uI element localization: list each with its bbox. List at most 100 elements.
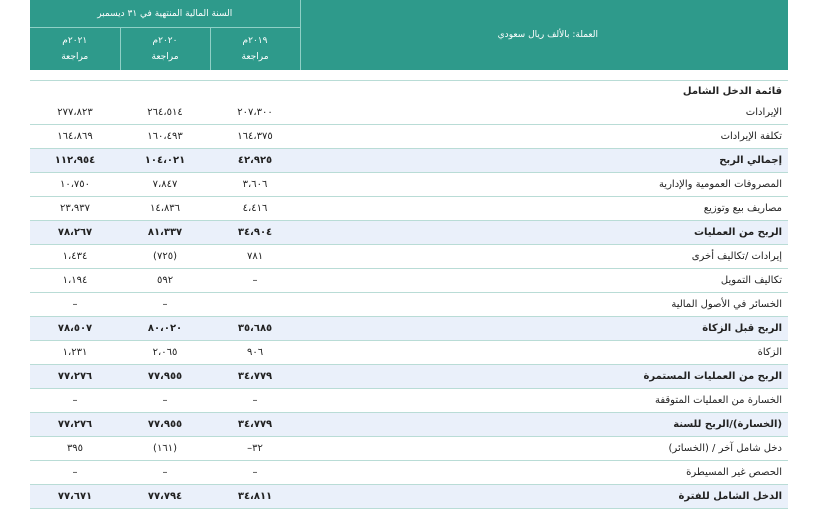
value-2019: ٣٤،٧٧٩ — [210, 364, 301, 389]
table-row: إجمالي الربح ٤٢،٩٢٥ ١٠٤،٠٢١ ١١٢،٩٥٤ — [30, 148, 789, 173]
row-label: الربح من العمليات المستمرة — [300, 364, 789, 389]
value-2019: ٣٤،٧٧٩ — [210, 412, 301, 437]
row-label: الحصص غير المسيطرة — [300, 460, 789, 485]
value-2019: ١٦٤،٣٧٥ — [210, 124, 301, 149]
value-2019: ٣٤،٨١١ — [210, 484, 301, 509]
value-2021: ١،١٩٤ — [30, 268, 121, 293]
value-2021: ١١٢،٩٥٤ — [30, 148, 121, 173]
value-2019: ٩٠٦ — [210, 340, 301, 365]
value-2021: ١٠،٧٥٠ — [30, 172, 121, 197]
value-2019: ٣،٦٠٦ — [210, 172, 301, 197]
table-row: الخسائر في الأصول المالية – – — [30, 292, 789, 317]
table-row: الربح من العمليات المستمرة ٣٤،٧٧٩ ٧٧،٩٥٥ ٧٧… — [30, 364, 789, 389]
value-2019: – — [210, 268, 301, 293]
table-row: الدخل الشامل للفترة ٣٤،٨١١ ٧٧،٧٩٤ ٧٧،٦٧١ — [30, 484, 789, 509]
value-2020: (١٦١) — [120, 436, 211, 461]
year-label: ٢٠٢١م — [62, 36, 88, 46]
value-2021: ١،٢٣١ — [30, 340, 121, 365]
value-2020: ١٠٤،٠٢١ — [120, 148, 211, 173]
year-header-2019: ٢٠١٩م مراجعة — [209, 27, 301, 70]
row-label: تكلفة الإيرادات — [300, 124, 789, 149]
value-2021: – — [30, 388, 121, 413]
table-row: الربح من العمليات ٣٤،٩٠٤ ٨١،٣٣٧ ٧٨،٢٦٧ — [30, 220, 789, 245]
row-label: الخسائر في الأصول المالية — [300, 292, 789, 317]
value-2019: ٧٨١ — [210, 244, 301, 269]
value-2020: ٥٩٢ — [120, 268, 211, 293]
currency-label: العملة: بالألف ريال سعودي — [299, 0, 789, 70]
table-row: دخل شامل آخر / (الخسائر) ٣٢– (١٦١) ٣٩٥ — [30, 436, 789, 461]
row-label: الربح قبل الزكاة — [300, 316, 789, 341]
value-2019: – — [210, 388, 301, 413]
table-row: الخسارة من العمليات المتوقفة – – – — [30, 388, 789, 413]
section-title: قائمة الدخل الشامل — [682, 85, 783, 97]
value-2020: ٧٧،٩٥٥ — [120, 364, 211, 389]
row-label: الخسارة من العمليات المتوقفة — [300, 388, 789, 413]
table-row: الزكاة ٩٠٦ ٢،٠٦٥ ١،٢٣١ — [30, 340, 789, 365]
table-row: مصاريف بيع وتوزيع ٤،٤١٦ ١٤،٨٣٦ ٢٣،٩٣٧ — [30, 196, 789, 221]
year-header-2020: ٢٠٢٠م مراجعة — [119, 27, 211, 70]
year-header-2021: ٢٠٢١م مراجعة — [30, 27, 121, 70]
value-2019 — [210, 292, 301, 317]
value-2020: ٢،٠٦٥ — [120, 340, 211, 365]
value-2019: ٢٠٧،٣٠٠ — [210, 101, 301, 125]
row-label: الإيرادات — [300, 101, 789, 125]
table-row: تكلفة الإيرادات ١٦٤،٣٧٥ ١٦٠،٤٩٣ ١٦٤،٨٦٩ — [30, 124, 789, 149]
audit-status: مراجعة — [151, 52, 179, 62]
value-2021: – — [30, 292, 121, 317]
value-2019: ٤٢،٩٢٥ — [210, 148, 301, 173]
table-row: تكاليف التمويل –٥٩٢ ١،١٩٤ — [30, 268, 789, 293]
value-2019: – — [210, 460, 301, 485]
value-2021: ٧٨،٥٠٧ — [30, 316, 121, 341]
income-statement: العملة: بالألف ريال سعودي السنة المالية … — [30, 0, 789, 513]
value-2019: ٣٤،٩٠٤ — [210, 220, 301, 245]
table-row: الإيرادات ٢٠٧،٣٠٠ ٢٦٤،٥١٤ ٢٧٧،٨٢٣ — [30, 101, 789, 125]
value-2021: ٧٧،٢٧٦ — [30, 412, 121, 437]
value-2020: ١٤،٨٣٦ — [120, 196, 211, 221]
value-2020: (٧٢٥) — [120, 244, 211, 269]
value-2021: ٧٧،٦٧١ — [30, 484, 121, 509]
value-2019: ٣٥،٦٨٥ — [210, 316, 301, 341]
section-title-row: قائمة الدخل الشامل — [30, 81, 788, 102]
value-2020: ٧٧،٩٥٥ — [120, 412, 211, 437]
value-2020: ١٦٠،٤٩٣ — [120, 124, 211, 149]
table-row: (الخسارة)/الربح للسنة ٣٤،٧٧٩ ٧٧،٩٥٥ ٧٧،٢٧٦ — [30, 412, 789, 437]
value-2019: ٣٢– — [210, 436, 301, 461]
value-2020: – — [120, 460, 211, 485]
row-label: مصاريف بيع وتوزيع — [300, 196, 789, 221]
row-label: تكاليف التمويل — [300, 268, 789, 293]
income-statement-table: العملة: بالألف ريال سعودي السنة المالية … — [30, 0, 789, 509]
value-2020: ٨١،٣٣٧ — [120, 220, 211, 245]
row-label: إيرادات /تكاليف أخرى — [300, 244, 789, 269]
value-2021: ١٦٤،٨٦٩ — [30, 124, 121, 149]
table-row: إيرادات /تكاليف أخرى ٧٨١ (٧٢٥) ١،٤٣٤ — [30, 244, 789, 269]
value-2021: ٢٧٧،٨٢٣ — [30, 101, 121, 125]
value-2020: ٧٧،٧٩٤ — [120, 484, 211, 509]
value-2021: ٢٣،٩٣٧ — [30, 196, 121, 221]
row-label: (الخسارة)/الربح للسنة — [300, 412, 789, 437]
value-2019: ٤،٤١٦ — [210, 196, 301, 221]
fiscal-period-label: السنة المالية المنتهية في ٣١ ديسمبر — [30, 0, 301, 28]
value-2021: ٧٨،٢٦٧ — [30, 220, 121, 245]
value-2020: ٢٦٤،٥١٤ — [120, 101, 211, 125]
value-2020: – — [120, 292, 211, 317]
value-2021: ٧٧،٢٧٦ — [30, 364, 121, 389]
row-label: إجمالي الربح — [300, 148, 789, 173]
value-2021: ٣٩٥ — [30, 436, 121, 461]
row-label: الزكاة — [300, 340, 789, 365]
table-row: الحصص غير المسيطرة – – – — [30, 460, 789, 485]
value-2021: ١،٤٣٤ — [30, 244, 121, 269]
value-2020: ٨٠،٠٢٠ — [120, 316, 211, 341]
table-row: المصروفات العمومية والإدارية ٣،٦٠٦ ٧،٨٤٧ ١٠… — [30, 172, 789, 197]
year-label: ٢٠٢٠م — [152, 36, 178, 46]
row-label: المصروفات العمومية والإدارية — [300, 172, 789, 197]
row-label: الربح من العمليات — [300, 220, 789, 245]
row-label: الدخل الشامل للفترة — [300, 484, 789, 509]
audit-status: مراجعة — [61, 52, 89, 62]
value-2020: ٧،٨٤٧ — [120, 172, 211, 197]
year-label: ٢٠١٩م — [242, 36, 268, 46]
table-row: الربح قبل الزكاة ٣٥،٦٨٥ ٨٠،٠٢٠ ٧٨،٥٠٧ — [30, 316, 789, 341]
value-2021: – — [30, 460, 121, 485]
row-label: دخل شامل آخر / (الخسائر) — [300, 436, 789, 461]
audit-status: مراجعة — [241, 52, 269, 62]
value-2020: – — [120, 388, 211, 413]
